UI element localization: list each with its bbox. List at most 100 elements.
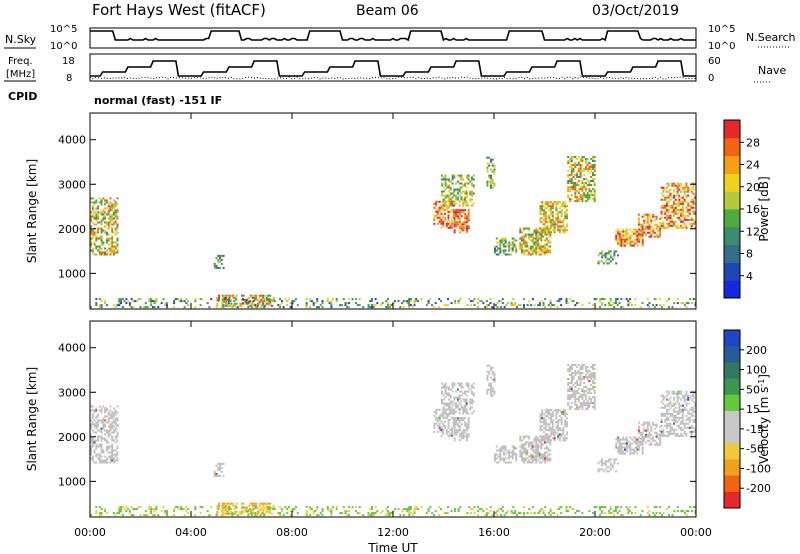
velocity-cell [544, 435, 547, 438]
power-cell [469, 192, 472, 195]
velocity-cell [222, 512, 225, 515]
velocity-cell [440, 426, 443, 429]
power-cell [533, 229, 536, 232]
velocity-cell [415, 506, 418, 509]
velocity-cell [449, 432, 452, 435]
power-cell [536, 243, 539, 246]
velocity-cell [519, 455, 522, 458]
velocity-cell [259, 514, 262, 517]
power-cell [469, 194, 472, 197]
velocity-cell [641, 435, 644, 438]
velocity-cell [694, 428, 697, 431]
power-cell [386, 302, 389, 305]
power-cell [678, 204, 681, 207]
velocity-cell [508, 455, 511, 458]
velocity-cell [617, 448, 619, 451]
velocity-cell [262, 502, 265, 505]
velocity-cell [564, 419, 567, 422]
velocity-cell [545, 451, 548, 454]
power-cell [676, 298, 679, 301]
power-cell [330, 306, 333, 309]
power-cell [547, 251, 550, 254]
power-cell [444, 212, 446, 215]
velocity-cell [615, 442, 618, 445]
velocity-cell [491, 378, 494, 381]
velocity-cell [90, 409, 92, 412]
power-cell [279, 304, 282, 307]
velocity-cell [540, 443, 543, 446]
power-cell [524, 249, 527, 252]
power-cell [572, 184, 575, 187]
velocity-cell [464, 398, 466, 401]
power-cell [305, 302, 308, 305]
velocity-cell [617, 450, 619, 453]
velocity-cell [473, 512, 476, 515]
power-cell [513, 243, 516, 246]
power-cell [522, 229, 525, 232]
power-cell [458, 211, 461, 214]
power-cell [588, 180, 591, 182]
velocity-cell [128, 510, 131, 513]
velocity-cell [466, 512, 469, 515]
velocity-cell [502, 451, 505, 454]
velocity-cell [531, 441, 534, 444]
velocity-cell [123, 508, 126, 511]
power-cell [570, 160, 573, 162]
power-cell [453, 215, 456, 218]
velocity-cell [485, 508, 488, 511]
velocity-cell [516, 514, 518, 517]
velocity-cell [490, 366, 492, 369]
velocity-cell [521, 445, 523, 448]
velocity-cell [105, 429, 108, 432]
velocity-cell [346, 514, 349, 517]
velocity-cell [614, 510, 617, 513]
power-cell [557, 219, 560, 222]
power-cell [526, 243, 529, 246]
power-cell [645, 227, 647, 230]
power-cell [326, 300, 329, 303]
velocity-cell [557, 409, 560, 412]
power-cell [680, 182, 683, 185]
velocity-cell [442, 432, 445, 435]
velocity-cell [409, 508, 412, 511]
power-cell [558, 298, 561, 301]
velocity-cell [570, 508, 573, 511]
power-cell [480, 300, 483, 303]
power-cell [522, 253, 525, 256]
velocity-cell [548, 425, 551, 428]
power-cell [535, 233, 538, 236]
power-cell [650, 233, 653, 236]
power-cell [536, 241, 539, 244]
power-cell [95, 304, 98, 307]
power-cell [114, 245, 117, 248]
power-cell [634, 304, 637, 307]
velocity-colorbar-frame [723, 329, 741, 509]
velocity-cell [455, 419, 458, 422]
velocity-cell [95, 506, 98, 509]
velocity-cell [116, 433, 119, 436]
velocity-cell [111, 453, 114, 456]
velocity-cell [673, 510, 676, 513]
power-cell [557, 217, 560, 220]
power-cell [446, 186, 449, 189]
power-cell [451, 202, 454, 205]
power-cell [558, 231, 561, 234]
power-cell [548, 203, 551, 206]
power-cell [666, 182, 668, 185]
power-cell [664, 196, 667, 199]
power-cell [225, 296, 228, 299]
velocity-cell [681, 404, 684, 407]
power-cell [524, 245, 527, 248]
velocity-cell [472, 382, 475, 385]
velocity-cell [127, 508, 130, 511]
velocity-cell [109, 425, 112, 428]
power-cell [501, 237, 504, 240]
velocity-cell [566, 421, 568, 424]
power-cell [273, 300, 276, 303]
velocity-cell [355, 506, 358, 509]
velocity-cell [682, 510, 685, 513]
power-cell [351, 298, 354, 301]
velocity-cell [413, 508, 416, 511]
power-cell [502, 251, 505, 254]
power-cell [564, 207, 567, 210]
